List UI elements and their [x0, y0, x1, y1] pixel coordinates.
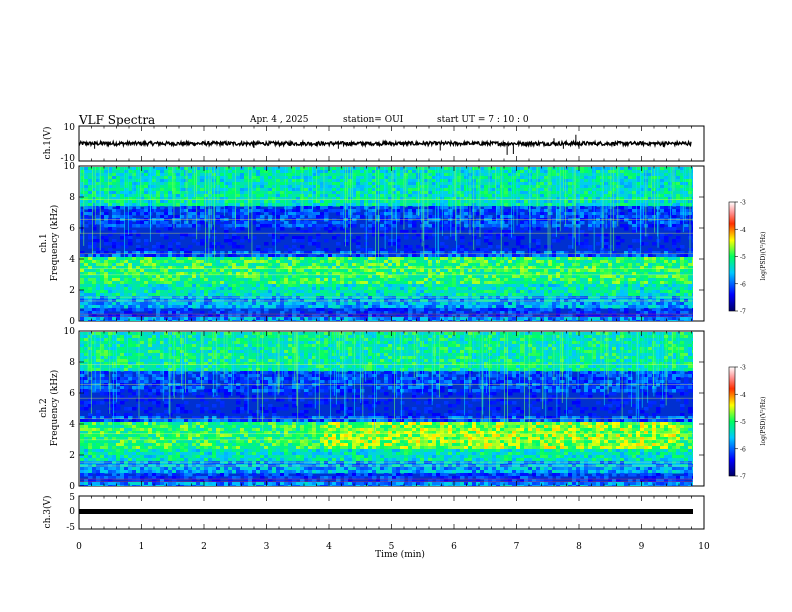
- chart-title: VLF Spectra: [79, 113, 156, 127]
- spec-ytick-label: 2: [69, 286, 75, 296]
- x-tick-label: 7: [514, 542, 520, 552]
- time-axis-ticks: [78, 126, 705, 529]
- spec-ytick-label: 8: [69, 358, 75, 368]
- ch1-spec-ylabel-frequency: Frequency (kHz): [49, 205, 60, 282]
- ch1-trace-line: [78, 139, 692, 149]
- colorbar-tick-label: -6: [740, 446, 746, 453]
- ch2-spec-ylabel-frequency: Frequency (kHz): [49, 370, 60, 447]
- ch2-spectrogram-panel: 0 2 4 6 8 10 ch.2 Frequency (kHz): [39, 327, 705, 492]
- spec-ytick-label: 10: [64, 162, 76, 172]
- spec-ytick-label: 6: [69, 224, 75, 234]
- colorbar-tick-label: -5: [740, 254, 746, 261]
- start-time-label: start UT = 7 : 10 : 0: [437, 115, 529, 125]
- ch1-colorbar-label: log(PSD)(V²/Hz): [760, 232, 767, 281]
- ch1-spectrogram-yticks: 0 2 4 6 8 10: [64, 162, 704, 327]
- ch2-spectrogram-yticks: 0 2 4 6 8 10: [64, 327, 704, 492]
- spec-ytick-label: 2: [69, 451, 75, 461]
- ch3-ytick-middle: 0: [69, 507, 75, 517]
- x-tick-label: 6: [451, 542, 457, 552]
- colorbar-tick-label: -5: [740, 419, 746, 426]
- colorbar-tick-label: -4: [740, 227, 746, 234]
- ch2-spec-ylabel-channel: ch.2: [39, 398, 49, 417]
- ch1-waveform-panel: 10 -10 ch.1(V): [42, 123, 705, 164]
- x-tick-label: 5: [389, 542, 395, 552]
- colorbar-tick-label: -6: [740, 281, 746, 288]
- colorbar-tick-label: -4: [740, 392, 746, 399]
- spec-ytick-label: 6: [69, 389, 75, 399]
- x-tick-label: 1: [139, 542, 145, 552]
- x-tick-label: 8: [576, 542, 582, 552]
- ch3-ytick-top: 5: [69, 493, 75, 503]
- ch3-ylabel: ch.3(V): [42, 496, 53, 529]
- spec-ytick-label: 0: [69, 317, 75, 327]
- x-tick-label: 4: [326, 542, 332, 552]
- colorbar-tick-label: -3: [740, 200, 746, 207]
- x-tick-label: 3: [264, 542, 270, 552]
- station-label: station= OUI: [343, 115, 404, 125]
- colorbar-tick-label: -7: [740, 474, 746, 481]
- ch1-spectrogram-panel: 0 2 4 6 8 10 ch.1 Frequency (kHz): [39, 162, 705, 327]
- spec-ytick-label: 4: [69, 255, 75, 265]
- x-tick-label: 9: [639, 542, 645, 552]
- ch3-waveform-trace: [79, 509, 693, 514]
- date-label: Apr. 4 , 2025: [250, 115, 309, 125]
- colorbar-tick-label: -7: [740, 309, 746, 316]
- colorbar-tick-label: -3: [740, 365, 746, 372]
- x-tick-label: 2: [201, 542, 207, 552]
- ch2-colorbar-label: log(PSD)(V²/Hz): [760, 397, 767, 446]
- time-axis-label: Time (min): [375, 549, 425, 560]
- spec-ytick-label: 8: [69, 193, 75, 203]
- time-axis-tick-labels: 0 1 2 3 4 5 6 7 8 9 10: [76, 542, 710, 552]
- spec-ytick-label: 10: [64, 327, 76, 337]
- spec-ytick-label: 0: [69, 482, 75, 492]
- spec-ytick-label: 4: [69, 420, 75, 430]
- ch2-spectrogram-image: [80, 332, 693, 486]
- ch3-ytick-bottom: -5: [66, 523, 75, 533]
- ch1-spectrogram-image: [80, 167, 693, 321]
- ch1-spec-ylabel-channel: ch.1: [39, 233, 49, 252]
- ch1-colorbar: -3 -4 -5 -6 -7 log(PSD)(V²/Hz): [728, 200, 767, 316]
- ch1-waveform-trace: [78, 134, 692, 155]
- ch1-ytick-bottom: -10: [61, 154, 76, 164]
- x-tick-label: 10: [698, 542, 710, 552]
- x-tick-label: 0: [76, 542, 82, 552]
- ch2-colorbar: -3 -4 -5 -6 -7 log(PSD)(V²/Hz): [728, 365, 767, 481]
- ch1-ytick-top: 10: [64, 123, 76, 133]
- ch1-ylabel: ch.1(V): [42, 127, 53, 160]
